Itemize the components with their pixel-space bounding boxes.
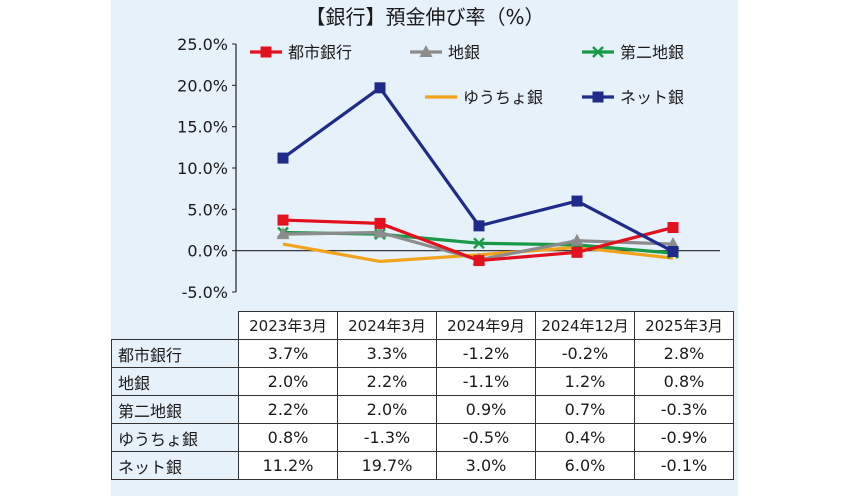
table-row-label: ネット銀 [111, 451, 239, 480]
table-column-header: 2024年12月 [535, 311, 635, 340]
chart-title: 【銀行】預金伸び率（%） [305, 5, 544, 29]
table-cell: -1.2% [436, 339, 536, 368]
table-cell: 0.4% [535, 423, 635, 452]
table-cell: -0.5% [436, 423, 536, 452]
data-point [473, 255, 485, 267]
legend-item: 地銀 [410, 43, 480, 62]
data-point [373, 225, 387, 238]
y-tick-label: 20.0% [177, 76, 228, 95]
table-cell: 0.9% [436, 395, 536, 424]
table-row-label: 地銀 [111, 367, 239, 396]
table-cell: 2.2% [238, 395, 338, 424]
data-point [374, 217, 386, 229]
series-4 [277, 82, 679, 257]
legend-item: 第二地銀 [582, 43, 684, 62]
y-tick-label: 15.0% [177, 118, 228, 137]
legend-label: 都市銀行 [288, 43, 352, 62]
data-point [667, 245, 679, 257]
table-body: 都市銀行 3.7% 3.3% -1.2% -0.2% 2.8% 地銀 2.0% 2.2% -1.1… [111, 339, 734, 480]
table-cell: 2.2% [337, 367, 437, 396]
legend-label: 地銀 [448, 43, 480, 62]
data-point [374, 82, 386, 94]
table-row-label: 都市銀行 [111, 339, 239, 368]
y-tick-label: 5.0% [187, 200, 228, 219]
table-column-header: 2023年3月 [238, 311, 338, 340]
data-table: 2023年3月 2024年3月 2024年9月 2024年12月 2025年3月 都市銀… [111, 311, 734, 480]
table-cell: 0.7% [535, 395, 635, 424]
table-cell: 3.3% [337, 339, 437, 368]
table-cell: 0.8% [238, 423, 338, 452]
legend-item: 都市銀行 [250, 43, 352, 62]
x-marker-stroke [592, 46, 604, 58]
data-point [277, 214, 289, 226]
table-cell: 19.7% [337, 451, 437, 480]
table-cell: -1.3% [337, 423, 437, 452]
table-row: 地銀 2.0% 2.2% -1.1% 1.2% 0.8% [111, 367, 734, 396]
y-tick-label: 10.0% [177, 159, 228, 178]
legend-swatch-marker [260, 46, 272, 58]
table-cell: -0.1% [634, 451, 734, 480]
table-cell: -0.2% [535, 339, 635, 368]
data-point [570, 233, 584, 246]
table-cell: -1.1% [436, 367, 536, 396]
legend-swatch-marker [592, 91, 604, 103]
data-point [473, 220, 485, 232]
x-marker-stroke [473, 237, 485, 250]
table-cell: 11.2% [238, 451, 338, 480]
series-0 [277, 214, 679, 267]
table-row: 第二地銀 2.2% 2.0% 0.9% 0.7% -0.3% [111, 395, 734, 424]
legend-swatch-marker [592, 46, 604, 58]
data-point [667, 222, 679, 234]
table-cell: 3.7% [238, 339, 338, 368]
table-row: ネット銀 11.2% 19.7% 3.0% 6.0% -0.1% [111, 451, 734, 480]
table-cell: -0.9% [634, 423, 734, 452]
table-row-label: 第二地銀 [111, 395, 239, 424]
legend-item: ネット銀 [582, 88, 684, 107]
axes: 25.0% 20.0% 15.0% 10.0% 5.0% 0.0% -5.0% [177, 35, 720, 302]
table-column-header: 2024年9月 [436, 311, 536, 340]
data-point [571, 246, 583, 258]
legend-swatch-marker [419, 45, 433, 57]
table-cell: 2.0% [337, 395, 437, 424]
table-cell: 2.8% [634, 339, 734, 368]
data-point [276, 227, 290, 240]
legend-label: ネット銀 [620, 88, 684, 107]
series-layer [276, 82, 680, 267]
table-cell: 2.0% [238, 367, 338, 396]
table-row: 都市銀行 3.7% 3.3% -1.2% -0.2% 2.8% [111, 339, 734, 368]
table-row-label: ゆうちょ銀 [111, 423, 239, 452]
table-cell: 1.2% [535, 367, 635, 396]
y-tick-label: 0.0% [187, 242, 228, 261]
table-header-row: 2023年3月 2024年3月 2024年9月 2024年12月 2025年3月 [112, 311, 734, 340]
data-point [473, 237, 485, 250]
data-point [571, 195, 583, 207]
data-point [277, 152, 289, 164]
table-column-header: 2024年3月 [337, 311, 437, 340]
table-cell: 3.0% [436, 451, 536, 480]
legend-label: 第二地銀 [620, 43, 684, 62]
table-cell: 6.0% [535, 451, 635, 480]
table-cell: -0.3% [634, 395, 734, 424]
y-tick-label: -5.0% [182, 283, 228, 302]
table-column-header: 2025年3月 [634, 311, 734, 340]
table-cell: 0.8% [634, 367, 734, 396]
legend-label: ゆうちょ銀 [463, 88, 543, 107]
table-row: ゆうちょ銀 0.8% -1.3% -0.5% 0.4% -0.9% [111, 423, 734, 452]
legend-item: ゆうちょ銀 [425, 88, 543, 107]
table-corner [112, 312, 239, 340]
y-tick-label: 25.0% [177, 35, 228, 54]
